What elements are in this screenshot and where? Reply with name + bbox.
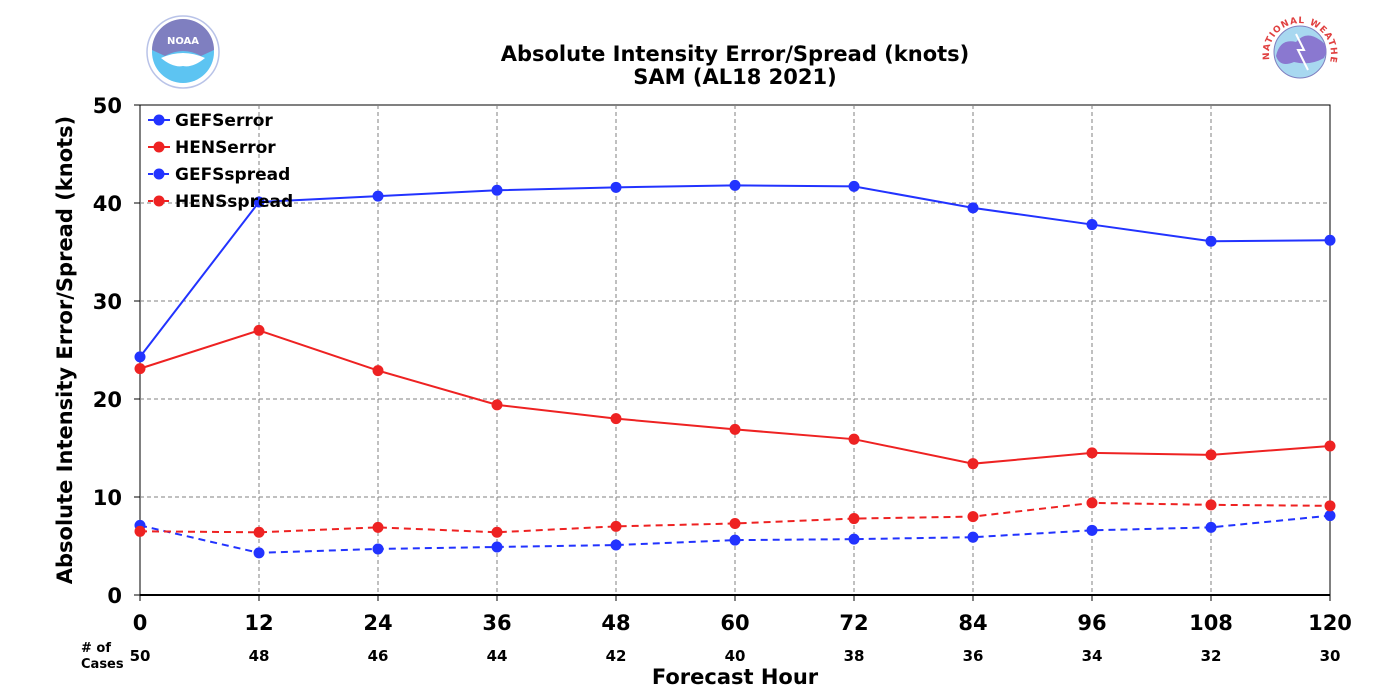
case-count: 42 [606,647,627,665]
data-point-GEFSerror [1086,219,1098,231]
x-tick-label: 108 [1189,611,1233,635]
case-count: 46 [368,647,389,665]
x-tick-label: 120 [1308,611,1352,635]
data-point-HENSerror [372,365,384,377]
data-point-GEFSspread [253,547,265,559]
data-point-HENSerror [848,433,860,445]
y-tick-label: 0 [107,584,122,608]
cases-row: 50 48 46 44 42 40 38 36 34 32 30 [130,647,1341,665]
data-point-HENSspread [253,526,265,538]
data-point-HENSerror [134,363,146,375]
data-point-GEFSerror [253,196,265,208]
data-point-GEFSerror [372,190,384,202]
case-count: 36 [963,647,984,665]
data-point-GEFSspread [1086,524,1098,536]
data-point-HENSerror [967,458,979,470]
case-count: 34 [1082,647,1103,665]
case-count: 50 [130,647,151,665]
data-point-HENSerror [729,423,741,435]
data-point-GEFSerror [491,184,503,196]
y-tick-label: 50 [93,94,122,118]
data-point-GEFSspread [372,543,384,555]
series-group [134,179,1336,559]
data-point-GEFSerror [1205,235,1217,247]
data-point-GEFSspread [1205,521,1217,533]
x-tick-label: 60 [720,611,749,635]
data-point-HENSerror [1086,447,1098,459]
chart-subtitle: SAM (AL18 2021) [633,65,836,89]
data-point-GEFSspread [491,541,503,553]
data-point-GEFSerror [610,181,622,193]
x-tick-label: 72 [839,611,868,635]
case-count: 30 [1320,647,1341,665]
data-point-HENSspread [610,520,622,532]
data-point-HENSspread [1324,500,1336,512]
legend-marker-HENSerror [153,141,165,153]
x-tick-label: 36 [482,611,511,635]
data-point-GEFSspread [848,533,860,545]
legend-label-HENSerror: HENSerror [175,138,276,158]
nws-logo-icon: NATIONAL WEATHER SERVICE [1262,16,1337,88]
data-point-GEFSerror [729,179,741,191]
x-tick-label: 24 [363,611,392,635]
legend-marker-HENSspread [153,195,165,207]
data-point-HENSerror [253,324,265,336]
y-axis-label: Absolute Intensity Error/Spread (knots) [53,116,77,585]
cases-label-line1: # of [81,641,111,656]
legend-label-GEFSerror: GEFSerror [175,111,273,131]
data-point-GEFSerror [1324,234,1336,246]
legend-marker-GEFSerror [153,114,165,126]
legend: GEFSerror HENSerror GEFSspread HENSspread [148,111,293,212]
data-point-HENSspread [1086,497,1098,509]
data-point-HENSerror [610,413,622,425]
data-point-GEFSspread [610,539,622,551]
x-tick-label: 12 [244,611,273,635]
case-count: 44 [487,647,508,665]
x-tick-label: 48 [601,611,630,635]
legend-label-HENSspread: HENSspread [175,192,293,212]
data-point-HENSerror [1205,449,1217,461]
data-point-HENSspread [967,511,979,523]
cases-label-line2: Cases [81,657,124,672]
data-point-HENSspread [729,517,741,529]
data-point-HENSspread [848,513,860,525]
x-tick-label: 84 [958,611,987,635]
y-tick-label: 30 [93,290,122,314]
legend-marker-GEFSspread [153,168,165,180]
chart-title: Absolute Intensity Error/Spread (knots) [501,42,970,66]
noaa-logo-icon: NOAA [146,15,220,89]
data-point-HENSspread [491,526,503,538]
series-line-HENSspread [139,501,1331,534]
data-point-HENSerror [491,399,503,411]
case-count: 32 [1201,647,1222,665]
case-count: 48 [249,647,270,665]
y-tick-label: 20 [93,388,122,412]
x-tick-label: 0 [133,611,148,635]
data-point-GEFSspread [967,531,979,543]
legend-label-GEFSspread: GEFSspread [175,165,290,185]
x-axis: 0 12 24 36 48 60 72 84 96 108 120 [133,595,1352,635]
y-tick-label: 40 [93,192,122,216]
case-count: 40 [725,647,746,665]
data-point-HENSerror [1324,440,1336,452]
noaa-logo-text: NOAA [167,36,199,47]
data-point-GEFSspread [1324,510,1336,522]
data-point-GEFSerror [848,180,860,192]
data-point-GEFSerror [134,351,146,363]
case-count: 38 [844,647,865,665]
data-point-HENSspread [134,525,146,537]
data-point-HENSspread [1205,499,1217,511]
x-tick-label: 96 [1077,611,1106,635]
data-point-GEFSerror [967,202,979,214]
y-tick-label: 10 [93,486,122,510]
y-axis: 0 10 20 30 40 50 [93,94,140,608]
data-point-HENSspread [372,521,384,533]
data-point-GEFSspread [729,534,741,546]
x-axis-label: Forecast Hour [652,665,819,689]
